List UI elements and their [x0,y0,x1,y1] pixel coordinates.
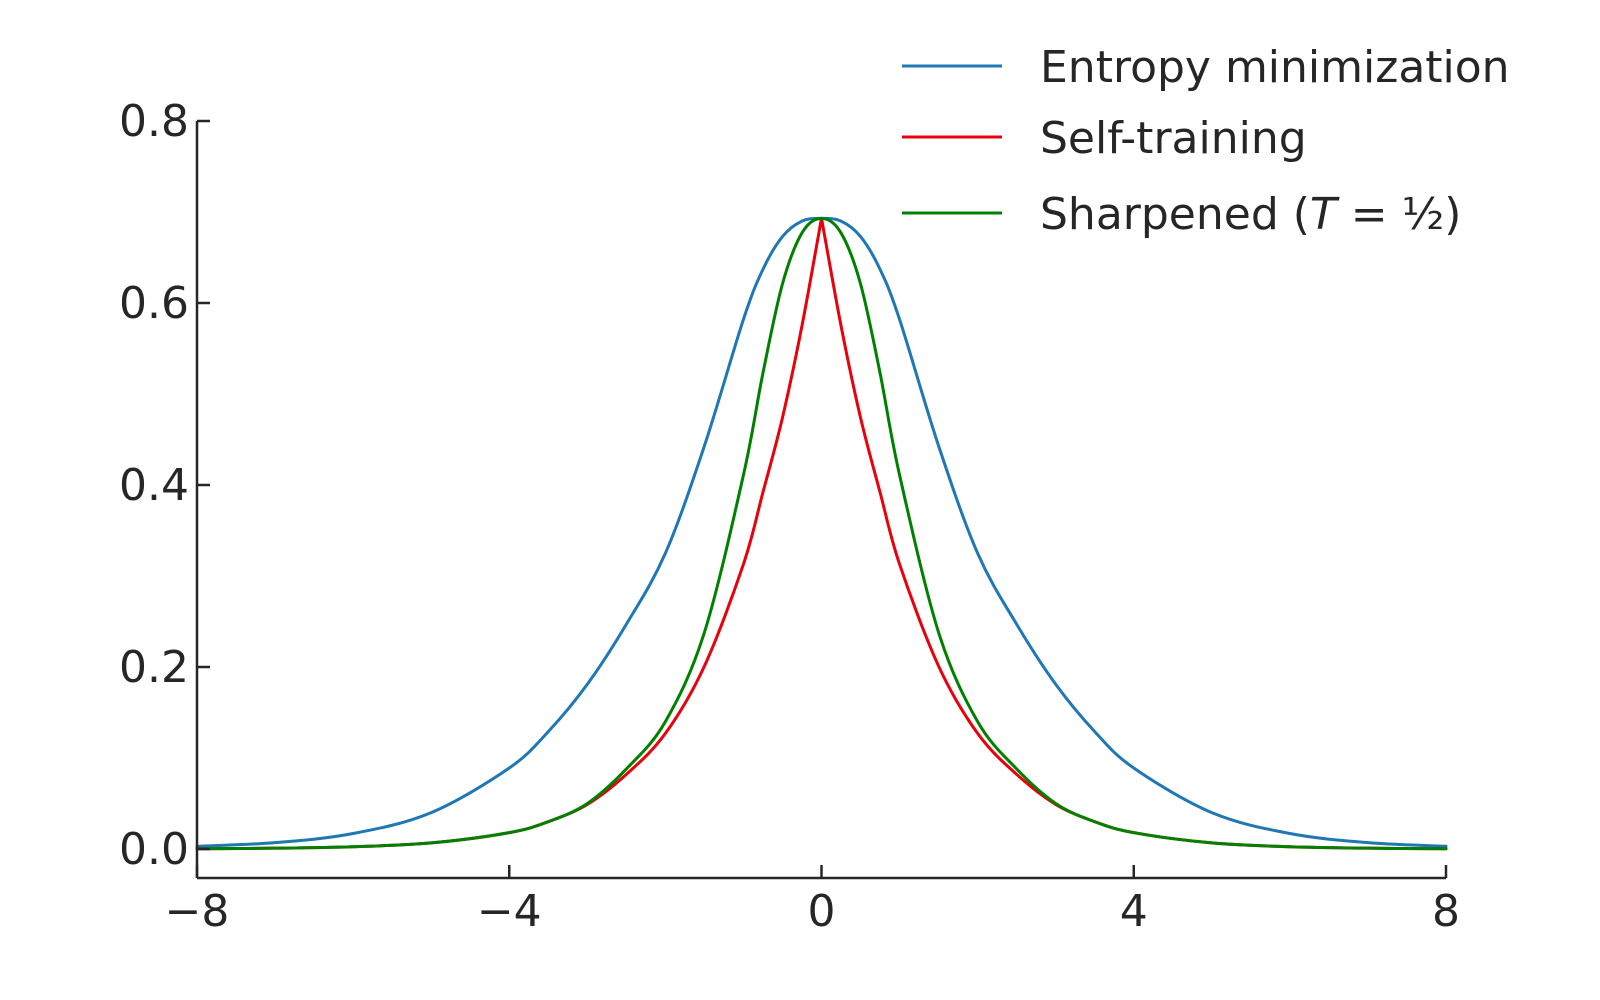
legend-label-sharpened: Sharpened (T = ½) [1040,189,1461,240]
x-tick-label: 8 [1432,886,1460,937]
series-line-entropy-minimization [195,216,1448,848]
series-line-self-training [195,216,1448,851]
y-tick-label: 0.2 [119,642,189,693]
x-tick-label: 4 [1120,886,1148,937]
legend-label-self-training: Self-training [1040,113,1307,164]
series-line-sharpened [195,216,1448,851]
x-tick-label: −8 [165,886,230,937]
series-layer [195,216,1448,851]
legend-label-sharpened-prefix: Sharpened ( [1040,189,1310,240]
y-tick-label: 0.0 [119,824,189,875]
y-axis-ticks: 0.0 0.2 0.4 0.6 0.8 [119,96,210,875]
y-tick-label: 0.6 [119,278,189,329]
legend: Entropy minimization Self-training Sharp… [902,42,1510,240]
x-axis-ticks: −8 −4 0 4 8 [165,865,1460,937]
x-tick-label: 0 [808,886,836,937]
legend-label-sharpened-italic: T [1310,189,1340,240]
y-tick-label: 0.4 [119,460,189,511]
legend-label-entropy-minimization: Entropy minimization [1040,42,1510,93]
legend-label-sharpened-suffix: = ½) [1337,189,1462,240]
x-tick-label: −4 [477,886,542,937]
y-tick-label: 0.8 [119,96,189,147]
